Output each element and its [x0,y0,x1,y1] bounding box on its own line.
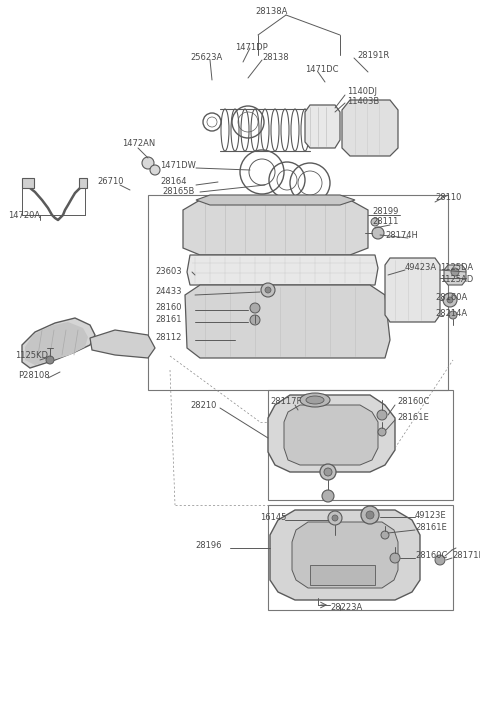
Text: 49423A: 49423A [405,264,437,272]
Circle shape [366,511,374,519]
Text: 28165B: 28165B [162,188,194,196]
Text: 1471DP: 1471DP [235,43,268,51]
Circle shape [332,515,338,521]
Text: 11403B: 11403B [347,97,379,107]
Text: 14720A: 14720A [8,210,40,220]
Polygon shape [90,330,155,358]
Text: 28161: 28161 [155,316,181,324]
Text: 28160C: 28160C [397,397,430,407]
Text: 1472AN: 1472AN [122,139,155,149]
Circle shape [443,293,457,307]
Polygon shape [22,318,95,368]
Text: 24433: 24433 [155,287,181,296]
Text: 28161E: 28161E [397,414,429,422]
Text: 1471DC: 1471DC [305,65,338,75]
Polygon shape [270,510,420,600]
Bar [268,505,453,610]
Polygon shape [342,100,398,156]
Circle shape [435,555,445,565]
Text: 28174H: 28174H [385,230,418,240]
Text: 28210: 28210 [190,400,216,410]
Text: 28138A: 28138A [256,8,288,16]
Polygon shape [25,322,88,365]
Text: 28164: 28164 [160,178,187,186]
Text: 28214A: 28214A [435,309,467,319]
Text: 28117F: 28117F [270,397,301,407]
Polygon shape [385,258,440,322]
Polygon shape [292,522,398,588]
Text: 1140DJ: 1140DJ [347,87,377,97]
Circle shape [377,410,387,420]
Circle shape [250,303,260,313]
Bar [79,178,87,188]
Text: 1125AD: 1125AD [440,275,473,284]
Circle shape [378,428,386,436]
Circle shape [46,356,54,364]
Bar [22,178,34,188]
Ellipse shape [300,393,330,407]
Circle shape [371,218,379,226]
Text: 28110: 28110 [435,193,461,203]
Polygon shape [284,405,378,465]
Polygon shape [268,395,395,472]
Circle shape [372,227,384,239]
Polygon shape [196,195,355,205]
Text: 28199: 28199 [372,208,398,217]
Text: 28160C: 28160C [415,550,447,560]
Text: P28108: P28108 [18,370,49,380]
Polygon shape [444,265,466,285]
Circle shape [320,464,336,480]
Circle shape [447,297,453,303]
Text: 49123E: 49123E [415,510,446,520]
Text: 25623A: 25623A [190,53,222,63]
Circle shape [451,268,459,276]
Circle shape [361,506,379,524]
Text: 28112: 28112 [155,333,181,343]
Circle shape [449,311,457,319]
Bar [148,195,448,390]
Polygon shape [185,285,390,358]
Circle shape [265,287,271,293]
Text: 23603: 23603 [155,267,181,277]
Text: 28160: 28160 [155,304,181,313]
Text: 1125KD: 1125KD [15,351,48,360]
Circle shape [261,283,275,297]
Text: 16145: 16145 [260,513,287,523]
Circle shape [324,468,332,476]
Text: 28160A: 28160A [435,294,467,302]
Circle shape [328,511,342,525]
Bar [310,565,375,585]
Circle shape [250,315,260,325]
Circle shape [390,553,400,563]
Text: 26710: 26710 [97,178,123,186]
Polygon shape [305,105,340,148]
Text: 28223A: 28223A [330,604,362,612]
Text: 28138: 28138 [262,53,288,63]
Polygon shape [183,200,368,255]
Text: 28161E: 28161E [415,523,447,533]
Circle shape [381,531,389,539]
Circle shape [322,490,334,502]
Ellipse shape [306,396,324,404]
Circle shape [142,157,154,169]
Text: 28171E: 28171E [452,550,480,560]
Circle shape [150,165,160,175]
Text: 1471DW: 1471DW [160,161,196,169]
Polygon shape [187,255,378,285]
Text: 28196: 28196 [195,540,221,550]
Text: 28191R: 28191R [357,50,389,60]
Bar [268,390,453,500]
Text: 28111: 28111 [372,218,398,227]
Text: 1125DA: 1125DA [440,264,473,272]
